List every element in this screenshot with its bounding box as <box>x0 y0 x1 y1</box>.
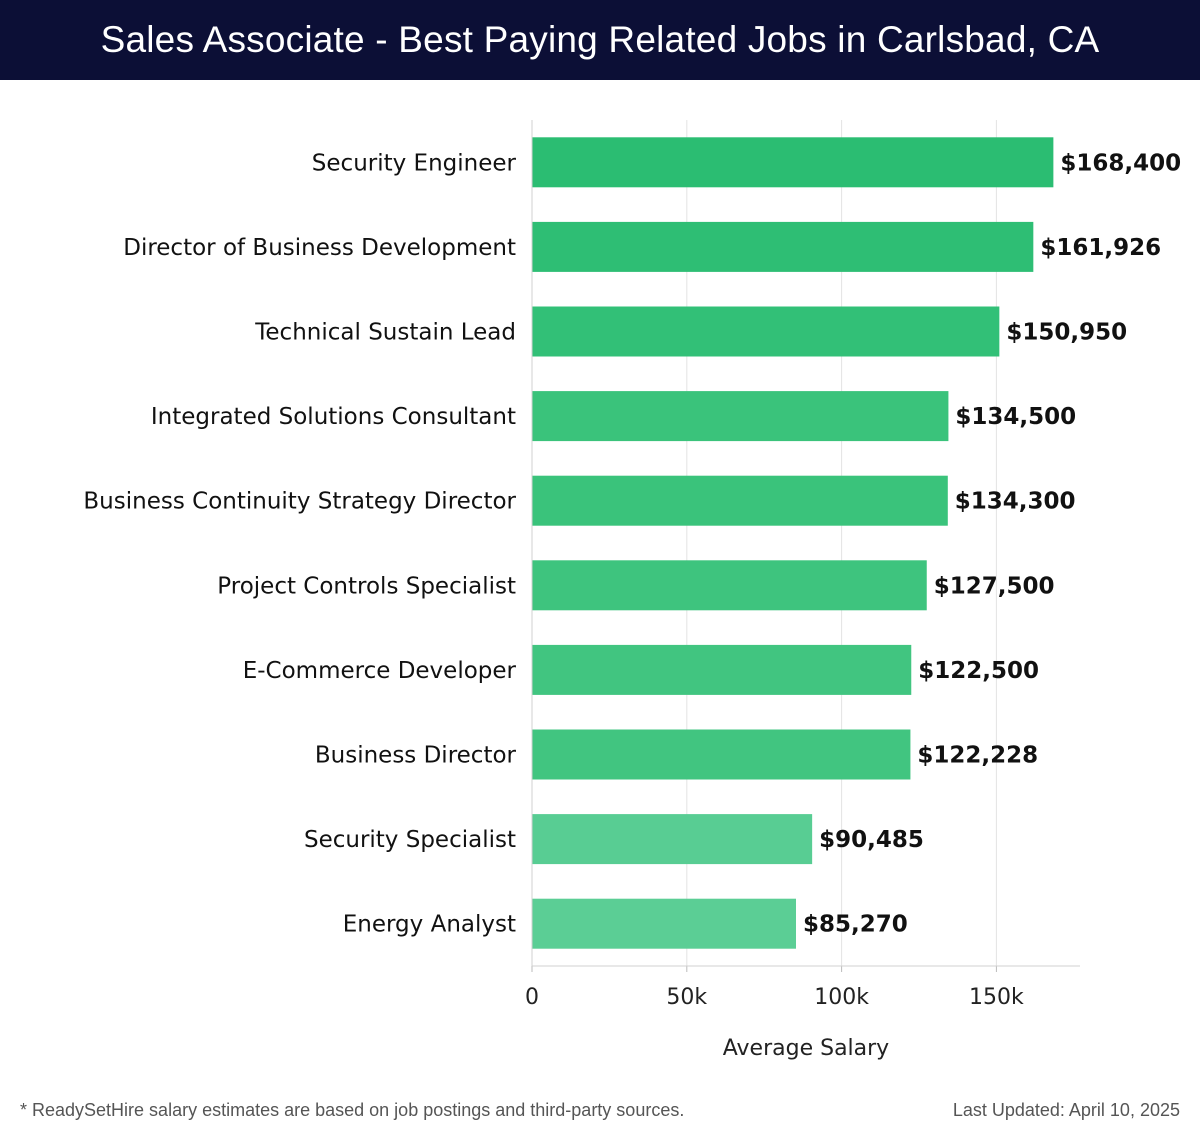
x-tick-label: 150k <box>969 985 1024 1010</box>
category-label: Security Engineer <box>312 150 517 176</box>
bar <box>532 729 911 780</box>
bar <box>532 137 1054 188</box>
salary-bar-chart: Security Engineer Director of Business De… <box>83 120 1181 1061</box>
bar <box>532 560 927 611</box>
x-tick-label: 100k <box>814 985 869 1010</box>
value-label: $127,500 <box>934 573 1055 599</box>
category-label: Security Specialist <box>304 827 516 853</box>
value-label: $134,500 <box>955 404 1076 430</box>
value-label: $161,926 <box>1040 235 1161 261</box>
value-label: $134,300 <box>955 489 1076 515</box>
category-label: Director of Business Development <box>123 235 516 261</box>
category-label: Technical Sustain Lead <box>254 320 516 346</box>
value-label: $168,400 <box>1060 150 1181 176</box>
value-label: $90,485 <box>819 827 924 853</box>
bar <box>532 475 948 526</box>
bar <box>532 391 949 442</box>
value-label: $150,950 <box>1006 320 1127 346</box>
x-tick-label: 50k <box>666 985 707 1010</box>
page-title: Sales Associate - Best Paying Related Jo… <box>100 19 1100 60</box>
category-label: Integrated Solutions Consultant <box>151 404 516 430</box>
last-updated: Last Updated: April 10, 2025 <box>952 1100 1180 1120</box>
bar <box>532 221 1034 272</box>
category-label: E-Commerce Developer <box>243 658 517 684</box>
bar <box>532 814 813 865</box>
bar <box>532 898 796 949</box>
category-label: Business Director <box>315 743 517 769</box>
x-axis-title: Average Salary <box>723 1036 889 1061</box>
bar <box>532 644 912 695</box>
category-label: Business Continuity Strategy Director <box>83 489 516 515</box>
footer-note: * ReadySetHire salary estimates are base… <box>20 1100 685 1120</box>
bars <box>532 137 1054 949</box>
value-labels: $168,400 $161,926 $150,950 $134,500 $134,300… <box>803 150 1181 937</box>
value-label: $122,228 <box>917 743 1038 769</box>
value-label: $85,270 <box>803 912 908 938</box>
value-label: $122,500 <box>918 658 1039 684</box>
bar <box>532 306 1000 357</box>
header-banner: Sales Associate - Best Paying Related Jo… <box>0 0 1200 80</box>
category-label: Project Controls Specialist <box>217 573 516 599</box>
category-labels: Security Engineer Director of Business De… <box>83 150 516 937</box>
category-label: Energy Analyst <box>343 912 516 938</box>
x-axis: 0 50k 100k 150k <box>525 120 1080 1010</box>
x-tick-label: 0 <box>525 985 539 1010</box>
